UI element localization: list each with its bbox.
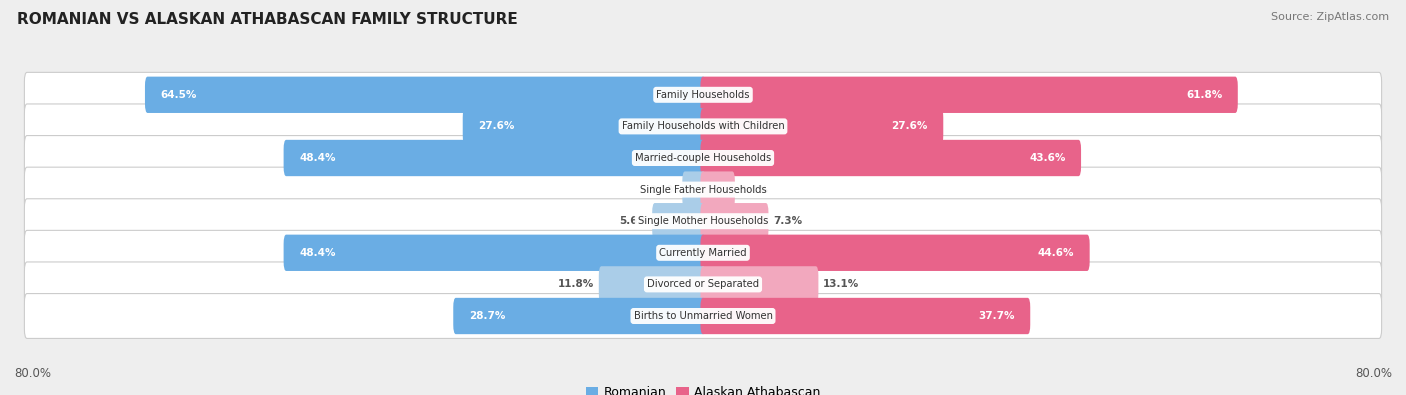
Text: 37.7%: 37.7% — [979, 311, 1015, 321]
Text: Family Households: Family Households — [657, 90, 749, 100]
FancyBboxPatch shape — [700, 266, 818, 303]
FancyBboxPatch shape — [284, 235, 706, 271]
Text: Births to Unmarried Women: Births to Unmarried Women — [634, 311, 772, 321]
FancyBboxPatch shape — [284, 140, 706, 176]
FancyBboxPatch shape — [700, 108, 943, 145]
Text: Divorced or Separated: Divorced or Separated — [647, 279, 759, 290]
Text: 11.8%: 11.8% — [558, 279, 595, 290]
Text: 13.1%: 13.1% — [823, 279, 859, 290]
FancyBboxPatch shape — [24, 262, 1382, 307]
FancyBboxPatch shape — [24, 230, 1382, 275]
Text: 3.4%: 3.4% — [740, 184, 768, 195]
FancyBboxPatch shape — [700, 298, 1031, 334]
FancyBboxPatch shape — [700, 235, 1090, 271]
Text: 27.6%: 27.6% — [478, 121, 515, 132]
Text: Single Mother Households: Single Mother Households — [638, 216, 768, 226]
FancyBboxPatch shape — [24, 135, 1382, 181]
Text: 43.6%: 43.6% — [1029, 153, 1066, 163]
FancyBboxPatch shape — [700, 171, 735, 208]
FancyBboxPatch shape — [145, 77, 706, 113]
FancyBboxPatch shape — [599, 266, 706, 303]
Text: 80.0%: 80.0% — [1355, 367, 1392, 380]
FancyBboxPatch shape — [463, 108, 706, 145]
Text: 64.5%: 64.5% — [160, 90, 197, 100]
FancyBboxPatch shape — [24, 104, 1382, 149]
FancyBboxPatch shape — [682, 171, 706, 208]
Text: 7.3%: 7.3% — [773, 216, 801, 226]
Text: 28.7%: 28.7% — [468, 311, 505, 321]
Text: 5.6%: 5.6% — [619, 216, 648, 226]
FancyBboxPatch shape — [24, 72, 1382, 117]
Text: Source: ZipAtlas.com: Source: ZipAtlas.com — [1271, 12, 1389, 22]
Text: Family Households with Children: Family Households with Children — [621, 121, 785, 132]
FancyBboxPatch shape — [24, 199, 1382, 244]
FancyBboxPatch shape — [453, 298, 706, 334]
Text: ROMANIAN VS ALASKAN ATHABASCAN FAMILY STRUCTURE: ROMANIAN VS ALASKAN ATHABASCAN FAMILY ST… — [17, 12, 517, 27]
Text: 44.6%: 44.6% — [1038, 248, 1074, 258]
Text: 61.8%: 61.8% — [1187, 90, 1222, 100]
FancyBboxPatch shape — [652, 203, 706, 239]
Text: Single Father Households: Single Father Households — [640, 184, 766, 195]
Legend: Romanian, Alaskan Athabascan: Romanian, Alaskan Athabascan — [581, 381, 825, 395]
Text: 80.0%: 80.0% — [14, 367, 51, 380]
Text: 48.4%: 48.4% — [299, 248, 336, 258]
Text: 48.4%: 48.4% — [299, 153, 336, 163]
Text: Currently Married: Currently Married — [659, 248, 747, 258]
FancyBboxPatch shape — [24, 167, 1382, 212]
FancyBboxPatch shape — [700, 203, 769, 239]
FancyBboxPatch shape — [700, 140, 1081, 176]
Text: 2.1%: 2.1% — [650, 184, 678, 195]
FancyBboxPatch shape — [700, 77, 1237, 113]
Text: Married-couple Households: Married-couple Households — [636, 153, 770, 163]
FancyBboxPatch shape — [24, 293, 1382, 339]
Text: 27.6%: 27.6% — [891, 121, 928, 132]
